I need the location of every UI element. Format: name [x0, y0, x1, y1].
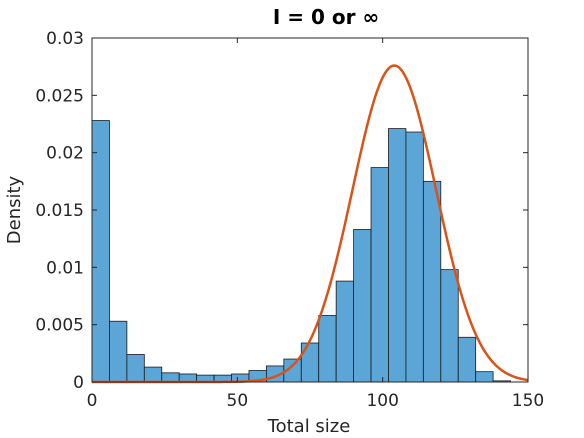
- y-tick-label: 0.025: [35, 86, 84, 106]
- histogram-bar: [440, 269, 459, 383]
- axes-box: [91, 37, 529, 383]
- y-tick-label: 0.01: [46, 258, 84, 278]
- y-tick-label: 0.005: [35, 316, 84, 336]
- histogram-bar: [91, 120, 110, 383]
- histogram-bar: [353, 229, 372, 383]
- y-tick-label: 0.015: [35, 201, 84, 221]
- y-tick-label: 0: [73, 373, 84, 393]
- histogram-bar: [109, 320, 128, 383]
- histogram-bar: [318, 315, 337, 383]
- histogram-bar: [370, 167, 389, 383]
- histogram-bar: [422, 180, 442, 383]
- histogram-bar: [457, 336, 477, 383]
- x-axis-label: Total size: [267, 416, 351, 437]
- histogram-bar: [143, 366, 163, 383]
- histogram-bars: [91, 120, 511, 383]
- histogram-bar: [335, 280, 355, 383]
- x-tick-label: 0: [87, 391, 98, 411]
- y-tick-label: 0.03: [46, 29, 84, 49]
- y-axis-label: Density: [4, 175, 25, 244]
- x-tick-label: 150: [512, 391, 544, 411]
- axis-ticks: 0 50 100 150 0 0.005 0.01 0.015 0.02 0.025 0.03: [35, 29, 544, 411]
- histogram-bar: [300, 342, 320, 383]
- histogram-bar: [126, 354, 145, 383]
- histogram-bar: [475, 371, 494, 383]
- y-tick-label: 0.02: [46, 144, 84, 164]
- x-tick-label: 50: [227, 391, 249, 411]
- histogram-bar: [405, 131, 424, 383]
- x-tick-label: 100: [366, 391, 398, 411]
- chart-title: I = 0 or ∞: [273, 5, 379, 29]
- histogram-bar: [161, 372, 180, 383]
- normal-fit-curve: [92, 64, 529, 384]
- histogram-bar: [388, 128, 407, 383]
